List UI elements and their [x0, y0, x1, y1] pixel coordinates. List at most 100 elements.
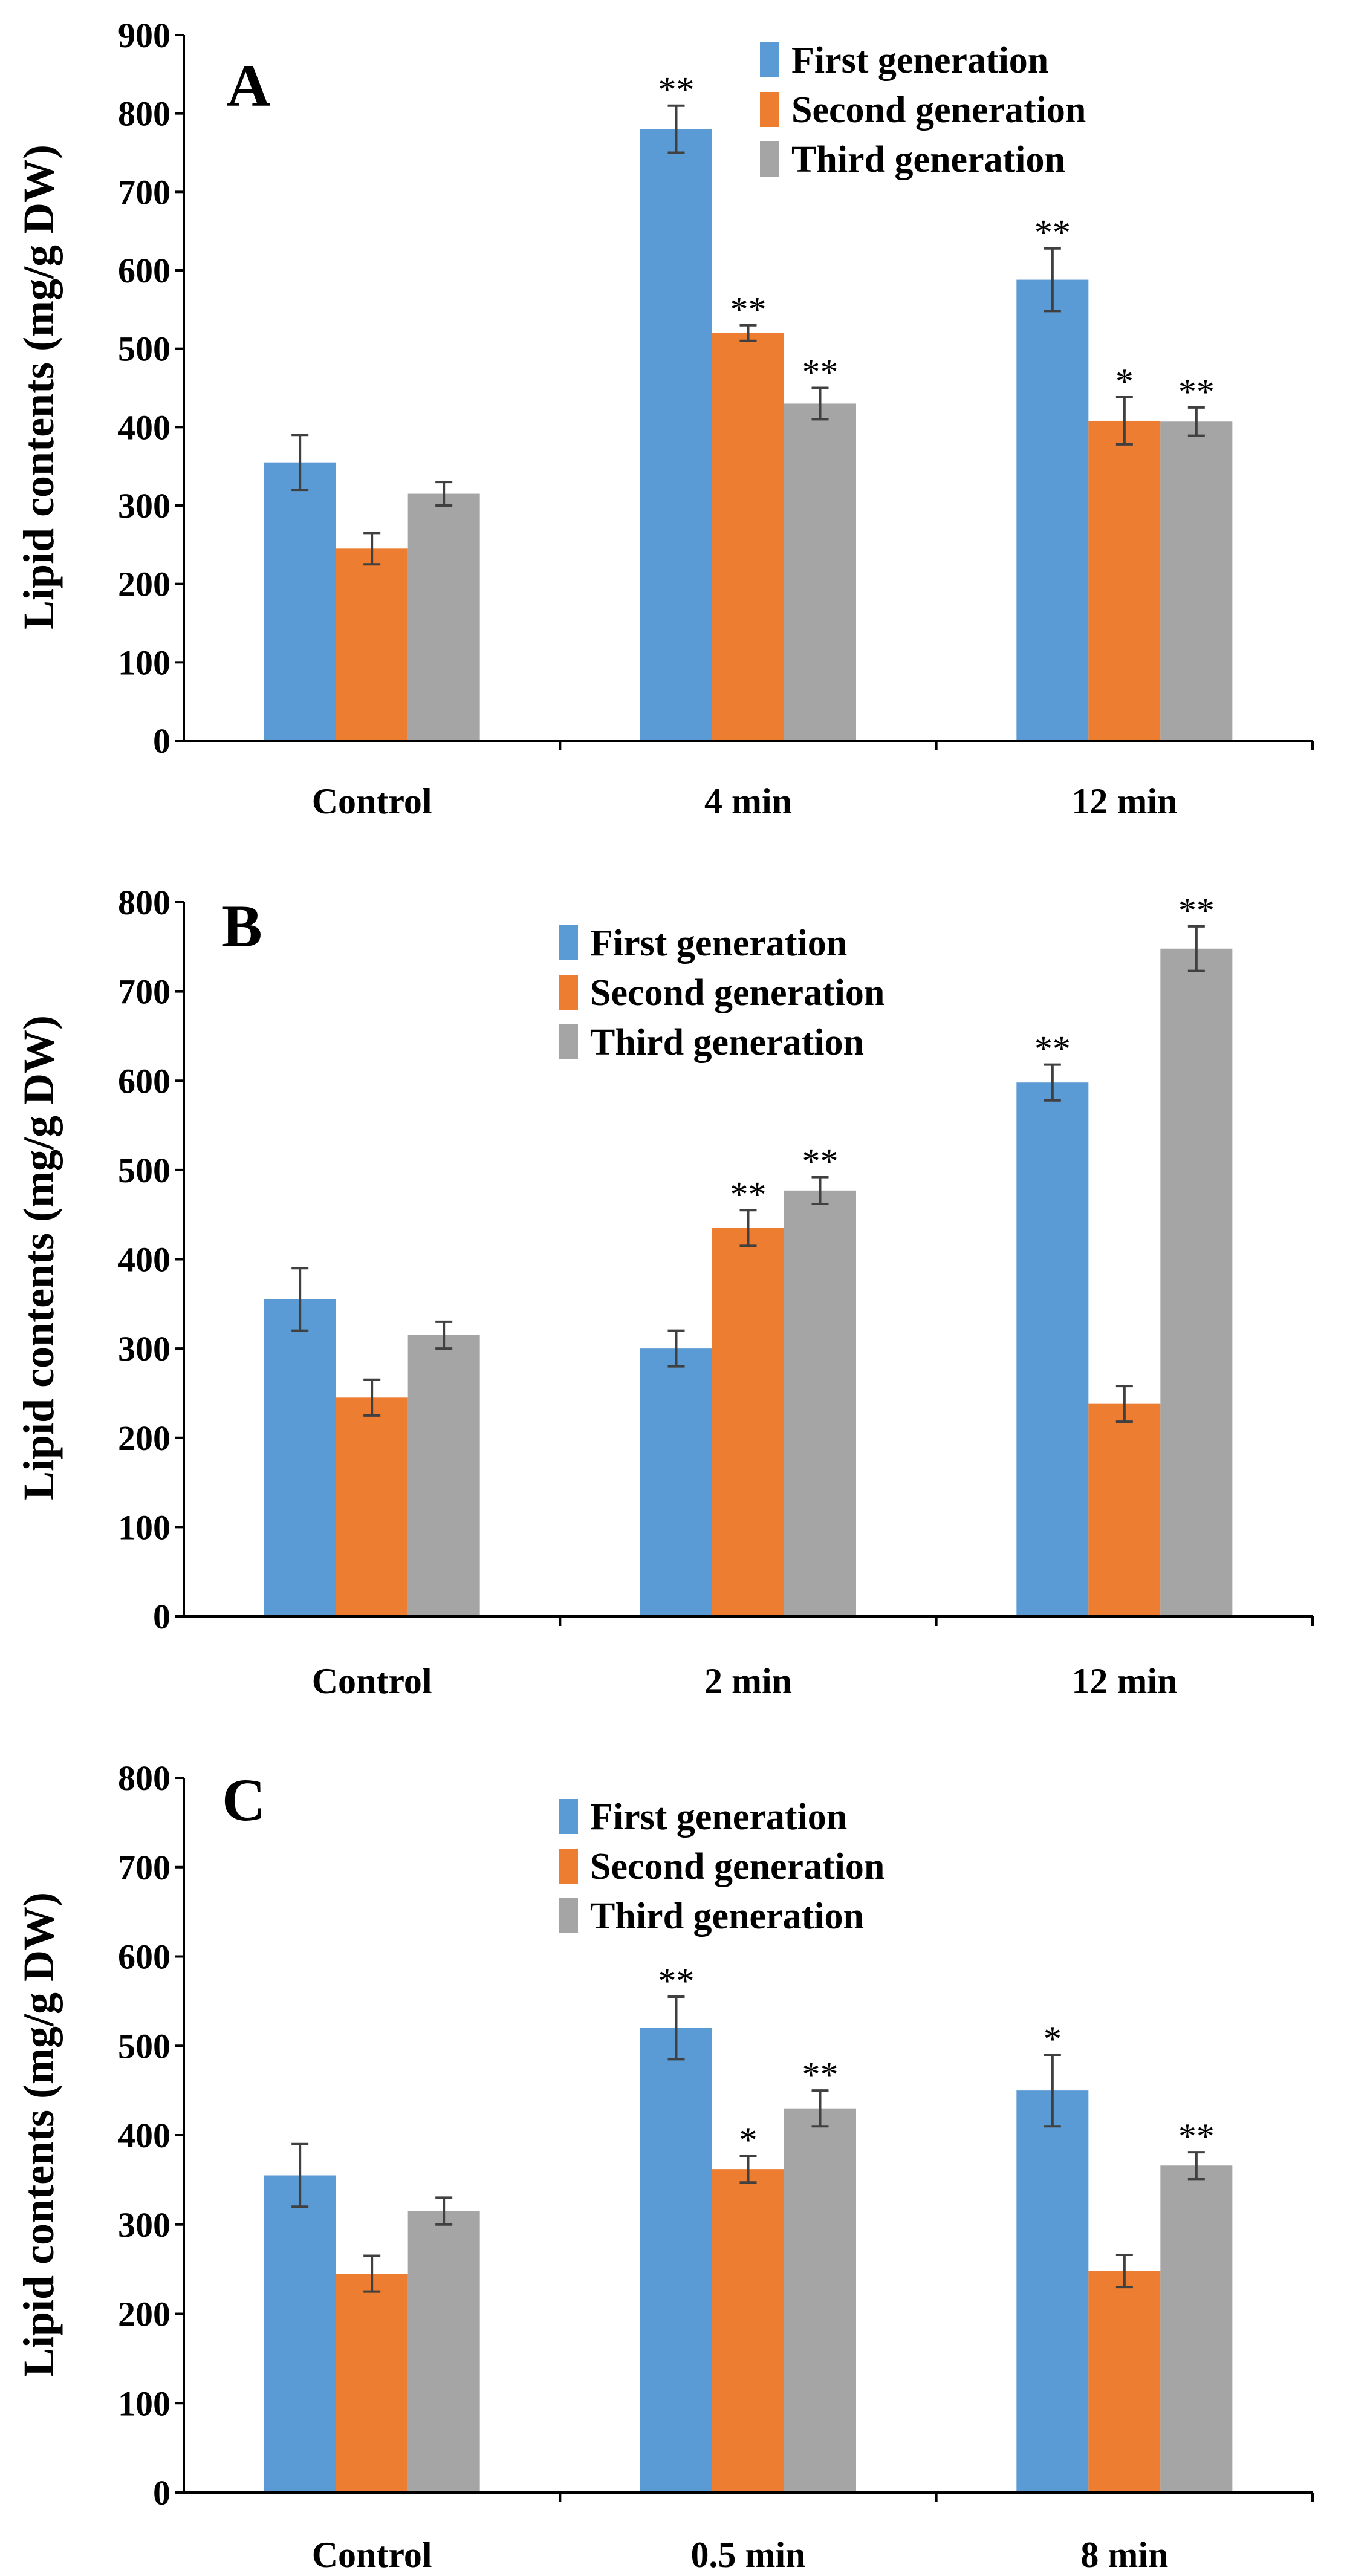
legend-label: First generation: [590, 1797, 847, 1838]
y-tick-label: 100: [118, 2384, 170, 2423]
y-axis-title: Lipid contents (mg/g DW): [15, 1015, 63, 1500]
significance-marker: **: [658, 1961, 695, 2001]
legend-swatch: [559, 1898, 578, 1933]
y-tick-label: 500: [118, 1151, 170, 1190]
legend-swatch: [559, 925, 578, 960]
y-tick-label: 400: [118, 2116, 170, 2155]
significance-marker: **: [802, 1142, 839, 1182]
bar-first-generation: [640, 2028, 712, 2493]
bar-third-generation: [407, 1335, 480, 1616]
bar-third-generation: [1160, 421, 1233, 741]
significance-marker: **: [802, 2055, 839, 2095]
x-tick-label: 12 min: [1071, 1661, 1177, 1701]
bar-third-generation: [784, 403, 856, 741]
legend-swatch: [559, 1849, 578, 1884]
bar-third-generation: [1160, 948, 1233, 1616]
y-tick-label: 800: [118, 1758, 170, 1798]
x-tick-label: Control: [312, 2535, 432, 2575]
y-tick-label: 200: [118, 565, 170, 604]
y-tick-label: 700: [118, 1848, 170, 1887]
significance-marker: *: [1115, 362, 1134, 402]
chart-panel-B: Lipid contents (mg/g DW) 0 100 200 300 400 500…: [15, 883, 1314, 1701]
y-axis-title: Lipid contents (mg/g DW): [15, 145, 63, 629]
panel-label: C: [222, 1766, 265, 1833]
panel-label: A: [227, 52, 270, 119]
bar-second-generation: [336, 1397, 408, 1616]
legend-label: First generation: [791, 40, 1048, 81]
bar-third-generation: [784, 2108, 856, 2493]
chart-panel-C: Lipid contents (mg/g DW) 0 100 200 300 400 500…: [15, 1758, 1314, 2575]
bar-second-generation: [1088, 1403, 1161, 1616]
bar-second-generation: [712, 2169, 784, 2493]
y-tick-label: 600: [118, 251, 170, 290]
x-tick-label: 4 min: [704, 781, 792, 821]
x-tick-label: 12 min: [1071, 781, 1177, 821]
y-tick-label: 100: [118, 643, 170, 682]
x-tick-label: 0.5 min: [690, 2535, 805, 2575]
bar-first-generation: [264, 1299, 336, 1616]
y-tick-label: 800: [118, 94, 170, 134]
y-tick-label: 0: [153, 721, 170, 761]
significance-marker: **: [1034, 1029, 1071, 1069]
y-tick-label: 300: [118, 486, 170, 525]
legend-label: Third generation: [590, 1896, 864, 1937]
bar-third-generation: [407, 2211, 480, 2493]
bar-third-generation: [784, 1190, 856, 1616]
legend-swatch: [760, 141, 779, 177]
bar-second-generation: [712, 1228, 784, 1616]
significance-marker: **: [802, 353, 839, 392]
bar-second-generation: [336, 2274, 408, 2493]
bar-first-generation: [1016, 2090, 1089, 2493]
legend-label: Third generation: [791, 139, 1065, 180]
y-tick-label: 300: [118, 1329, 170, 1368]
bar-first-generation: [640, 1348, 712, 1616]
panel-label: B: [222, 893, 262, 960]
legend-label: Second generation: [590, 1846, 884, 1887]
x-tick-label: 2 min: [704, 1661, 792, 1701]
y-tick-label: 600: [118, 1061, 170, 1101]
significance-marker: **: [730, 1174, 767, 1214]
legend-label: Second generation: [791, 89, 1086, 131]
bar-first-generation: [1016, 1082, 1089, 1616]
legend-label: Second generation: [590, 972, 884, 1013]
bar-third-generation: [1160, 2165, 1233, 2493]
x-tick-label: Control: [312, 781, 432, 821]
y-tick-label: 400: [118, 408, 170, 447]
y-tick-label: 300: [118, 2205, 170, 2245]
y-tick-label: 400: [118, 1240, 170, 1280]
y-tick-label: 900: [118, 16, 170, 55]
y-tick-label: 800: [118, 883, 170, 922]
bar-second-generation: [1088, 420, 1161, 741]
significance-marker: **: [730, 290, 767, 330]
y-tick-label: 500: [118, 330, 170, 369]
legend-label: Third generation: [590, 1022, 864, 1063]
y-tick-label: 600: [118, 1937, 170, 1977]
y-axis-title: Lipid contents (mg/g DW): [15, 1892, 63, 2377]
y-tick-label: 100: [118, 1508, 170, 1547]
bar-second-generation: [336, 548, 408, 741]
bar-third-generation: [407, 493, 480, 741]
x-tick-label: 8 min: [1080, 2535, 1168, 2575]
y-tick-label: 700: [118, 172, 170, 212]
significance-marker: *: [739, 2120, 758, 2160]
y-tick-label: 0: [153, 1597, 170, 1636]
legend-swatch: [559, 975, 578, 1010]
y-tick-label: 0: [153, 2473, 170, 2513]
significance-marker: *: [1044, 2019, 1062, 2059]
significance-marker: **: [658, 70, 695, 110]
bar-first-generation: [1016, 279, 1089, 741]
x-tick-label: Control: [312, 1661, 432, 1701]
significance-marker: **: [1178, 891, 1215, 931]
legend-swatch: [760, 92, 779, 127]
y-tick-label: 200: [118, 1419, 170, 1458]
bar-second-generation: [712, 333, 784, 741]
y-tick-label: 200: [118, 2295, 170, 2334]
y-tick-label: 500: [118, 2026, 170, 2066]
bar-first-generation: [264, 2175, 336, 2493]
legend-swatch: [559, 1024, 578, 1059]
significance-marker: **: [1034, 213, 1071, 253]
significance-marker: **: [1178, 372, 1215, 412]
legend-label: First generation: [590, 923, 847, 964]
bar-first-generation: [640, 129, 712, 741]
